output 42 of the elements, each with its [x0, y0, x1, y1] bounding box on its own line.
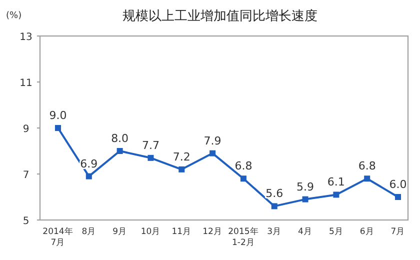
- point: [116, 148, 123, 154]
- point: [240, 176, 246, 182]
- point: [333, 192, 340, 198]
- point: [86, 173, 92, 180]
- x-tick-label: 9月: [112, 227, 128, 237]
- point: [302, 196, 308, 202]
- data-label: 7.9: [204, 134, 222, 148]
- data-label: 5.9: [296, 180, 314, 194]
- data-label: 9.0: [49, 109, 67, 122]
- x-tick-label: 8月: [82, 227, 96, 237]
- chart-title: 规模以上工业增加值同比增长速度: [122, 8, 318, 24]
- y-tick-label: 5: [22, 216, 30, 227]
- point: [395, 194, 401, 200]
- x-tick-label: 12月: [202, 227, 222, 237]
- point: [210, 150, 216, 156]
- x-tick-label: 2015年 1-2月: [228, 226, 259, 248]
- data-label: 6.8: [234, 160, 252, 173]
- data-label: 6.1: [327, 176, 345, 189]
- x-tick-label: 5月: [328, 227, 344, 237]
- data-label: 5.6: [266, 187, 284, 200]
- y-tick-label: 7: [22, 170, 30, 181]
- x-tick-label: 6月: [360, 227, 374, 237]
- data-label: 7.7: [142, 138, 160, 152]
- y-axis-title: (%): [6, 11, 22, 21]
- x-tick-label: 4月: [298, 227, 312, 237]
- data-label: 8.0: [111, 132, 129, 145]
- x-tick-label: 3月: [267, 227, 282, 237]
- point: [178, 166, 185, 172]
- point: [148, 154, 154, 161]
- point: [364, 176, 370, 182]
- x-tick-label: 2014年 7月: [42, 226, 74, 248]
- x-tick-label: 11月: [172, 227, 192, 237]
- data-label: 6.8: [358, 160, 376, 173]
- point: [55, 125, 61, 131]
- point: [271, 203, 278, 210]
- x-tick-label: 7月: [390, 227, 406, 237]
- y-tick-label: 13: [20, 32, 32, 43]
- x-tick-label: 10月: [140, 227, 161, 237]
- y-tick-label: 11: [20, 78, 32, 89]
- data-label: 6.0: [389, 178, 407, 191]
- y-tick-label: 9: [22, 124, 30, 135]
- data-label: 7.2: [172, 150, 190, 164]
